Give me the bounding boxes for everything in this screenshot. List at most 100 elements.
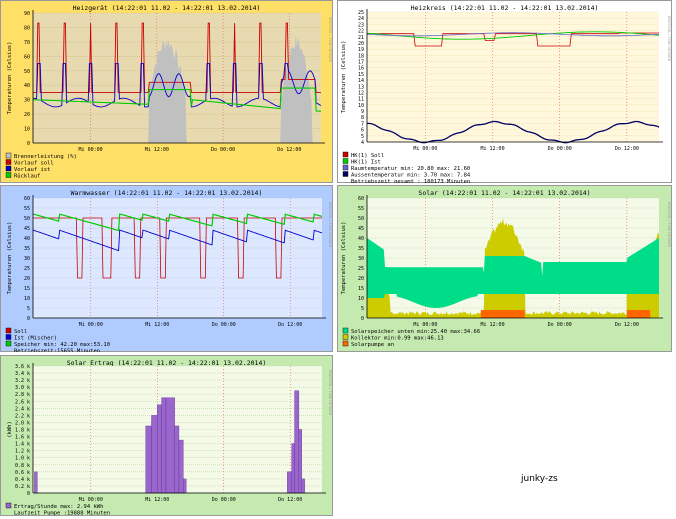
y-tick-label: 3.2 k bbox=[15, 378, 30, 384]
y-tick-label: 45 bbox=[358, 226, 364, 232]
x-tick-label: Do 12:00 bbox=[278, 322, 302, 328]
y-tick-label: 24 bbox=[358, 16, 364, 22]
y-tick-label: 55 bbox=[24, 206, 30, 212]
ertrag-bar bbox=[165, 397, 175, 494]
legend-label: Ist (Mischer) bbox=[14, 336, 57, 342]
legend-swatch bbox=[342, 164, 349, 171]
ertrag-bar bbox=[174, 425, 180, 494]
chart-title: Warmwasser (14:22:01 11.02 - 14:22:01 13… bbox=[71, 189, 263, 197]
y-tick-label: 40 bbox=[358, 236, 364, 242]
y-tick-label: 14 bbox=[358, 78, 364, 84]
x-tick-label: Mi 00:00 bbox=[413, 146, 437, 152]
side-label: RRDTOOL / TOBI OETIKER bbox=[667, 16, 671, 62]
ertrag-bar bbox=[157, 404, 162, 494]
legend-swatch bbox=[342, 171, 349, 177]
y-tick-label: 13 bbox=[358, 84, 364, 90]
y-tick-label: 0.2 k bbox=[15, 484, 30, 490]
series-group bbox=[366, 31, 660, 144]
y-tick-label: 70 bbox=[24, 40, 30, 46]
y-tick-label: 0 bbox=[27, 316, 30, 322]
hk-soll-line bbox=[367, 32, 659, 47]
legend-note: Laufzeit Pumpe :19888 Minuten bbox=[14, 511, 110, 517]
legend-label: Kollektor min:0.99 max:46.13 bbox=[351, 336, 444, 342]
y-tick-label: 7 bbox=[361, 121, 364, 127]
y-tick-label: 1.0 k bbox=[15, 456, 30, 462]
legend-swatch bbox=[342, 340, 349, 347]
y-tick-label: 15 bbox=[358, 286, 364, 292]
y-tick-label: 60 bbox=[24, 54, 30, 60]
y-tick-label: 55 bbox=[358, 206, 364, 212]
solarpumpe-bar bbox=[626, 310, 651, 318]
legend-label: Vorlauf soll bbox=[14, 161, 54, 167]
y-tick-label: 16 bbox=[358, 66, 364, 72]
x-tick-label: Mi 12:00 bbox=[481, 322, 505, 328]
x-tick-label: Mi 00:00 bbox=[413, 322, 437, 328]
y-tick-label: 25 bbox=[358, 10, 364, 16]
y-tick-label: 90 bbox=[24, 11, 30, 17]
y-tick-label: 19 bbox=[358, 47, 364, 53]
legend-swatch bbox=[5, 159, 12, 165]
plot-area bbox=[367, 12, 659, 142]
y-tick-label: 35 bbox=[24, 246, 30, 252]
x-tick-label: Mi 12:00 bbox=[145, 497, 169, 503]
ertrag-bar bbox=[178, 439, 184, 494]
series-group bbox=[32, 213, 323, 279]
y-tick-label: 12 bbox=[358, 90, 364, 96]
hk-ist-line bbox=[366, 31, 660, 40]
y-tick-label: 30 bbox=[24, 98, 30, 104]
x-tick-label: Do 00:00 bbox=[212, 497, 236, 503]
legend-swatch bbox=[5, 152, 12, 159]
y-tick-label: 0.6 k bbox=[15, 470, 30, 476]
y-tick-label: 2.8 k bbox=[15, 392, 30, 398]
y-tick-label: 5 bbox=[361, 134, 364, 140]
ruecklauf-line bbox=[33, 87, 321, 112]
vorlauf-soll-line bbox=[33, 22, 321, 93]
y-tick-label: 5 bbox=[27, 306, 30, 312]
y-tick-label: 20 bbox=[358, 276, 364, 282]
y-tick-label: 60 bbox=[358, 196, 364, 202]
legend-label: Aussentemperatur min: 3.70 max: 7.84 bbox=[351, 173, 471, 179]
legend-label: Brennerleistung (%) bbox=[14, 154, 77, 160]
x-tick-label: Mi 12:00 bbox=[145, 147, 169, 153]
side-label: RRDTOOL / TOBI OETIKER bbox=[328, 370, 332, 416]
speicher-line bbox=[32, 213, 323, 232]
y-tick-label: 0 bbox=[27, 491, 30, 497]
y-tick-label: 18 bbox=[358, 53, 364, 59]
y-axis-label: Temperaturen (Celsius) bbox=[341, 222, 347, 295]
y-tick-label: 1.6 k bbox=[15, 435, 30, 441]
y-tick-label: 50 bbox=[24, 216, 30, 222]
y-tick-label: 2.0 k bbox=[15, 420, 30, 426]
solarpumpe-bar bbox=[480, 310, 525, 318]
x-tick-label: Do 00:00 bbox=[548, 322, 572, 328]
ertrag-bar bbox=[161, 397, 167, 494]
y-tick-label: 3.4 k bbox=[15, 371, 30, 377]
ertrag-bar bbox=[287, 471, 292, 494]
y-tick-label: 3.0 k bbox=[15, 385, 30, 391]
chart-title: Heizgerät (14:22:01 11.02 - 14:22:01 13.… bbox=[73, 4, 261, 12]
y-tick-label: 0 bbox=[27, 141, 30, 147]
solar-svg: Solar (14:22:01 11.02 - 14:22:01 13.02.2… bbox=[337, 185, 672, 352]
y-tick-label: 2.4 k bbox=[15, 406, 30, 412]
legend-label: Vorlauf ist bbox=[14, 167, 50, 173]
ertrag-bar bbox=[151, 415, 158, 494]
legend-label: Solarspeicher unten min:25.40 max:34.66 bbox=[351, 329, 480, 335]
ertrag-bar bbox=[183, 478, 187, 494]
legend-swatch bbox=[342, 334, 349, 340]
y-axis-label: (kWh) bbox=[7, 421, 13, 438]
y-tick-label: 20 bbox=[358, 41, 364, 47]
heizkreis-svg: Heizkreis (14:22:01 11.02 - 14:22:01 13.… bbox=[337, 0, 672, 183]
y-tick-label: 45 bbox=[24, 226, 30, 232]
y-tick-label: 3.6 k bbox=[15, 364, 30, 370]
y-tick-label: 25 bbox=[358, 266, 364, 272]
aussentemperatur-line bbox=[367, 120, 660, 144]
y-tick-label: 80 bbox=[24, 25, 30, 31]
legend-note: Betriebszeit gesamt : 180173 Minuten bbox=[351, 179, 470, 183]
ww-ist-line bbox=[32, 229, 323, 252]
ertrag-bar bbox=[301, 478, 305, 494]
solarspeicher-area bbox=[367, 238, 659, 308]
y-tick-label: 0 bbox=[361, 316, 364, 322]
x-tick-label: Do 12:00 bbox=[278, 497, 302, 503]
chart-title: Heizkreis (14:22:01 11.02 - 14:22:01 13.… bbox=[411, 4, 599, 12]
x-tick-label: Do 00:00 bbox=[548, 146, 572, 152]
y-axis-label: Temperaturen (Celsius) bbox=[7, 42, 13, 115]
